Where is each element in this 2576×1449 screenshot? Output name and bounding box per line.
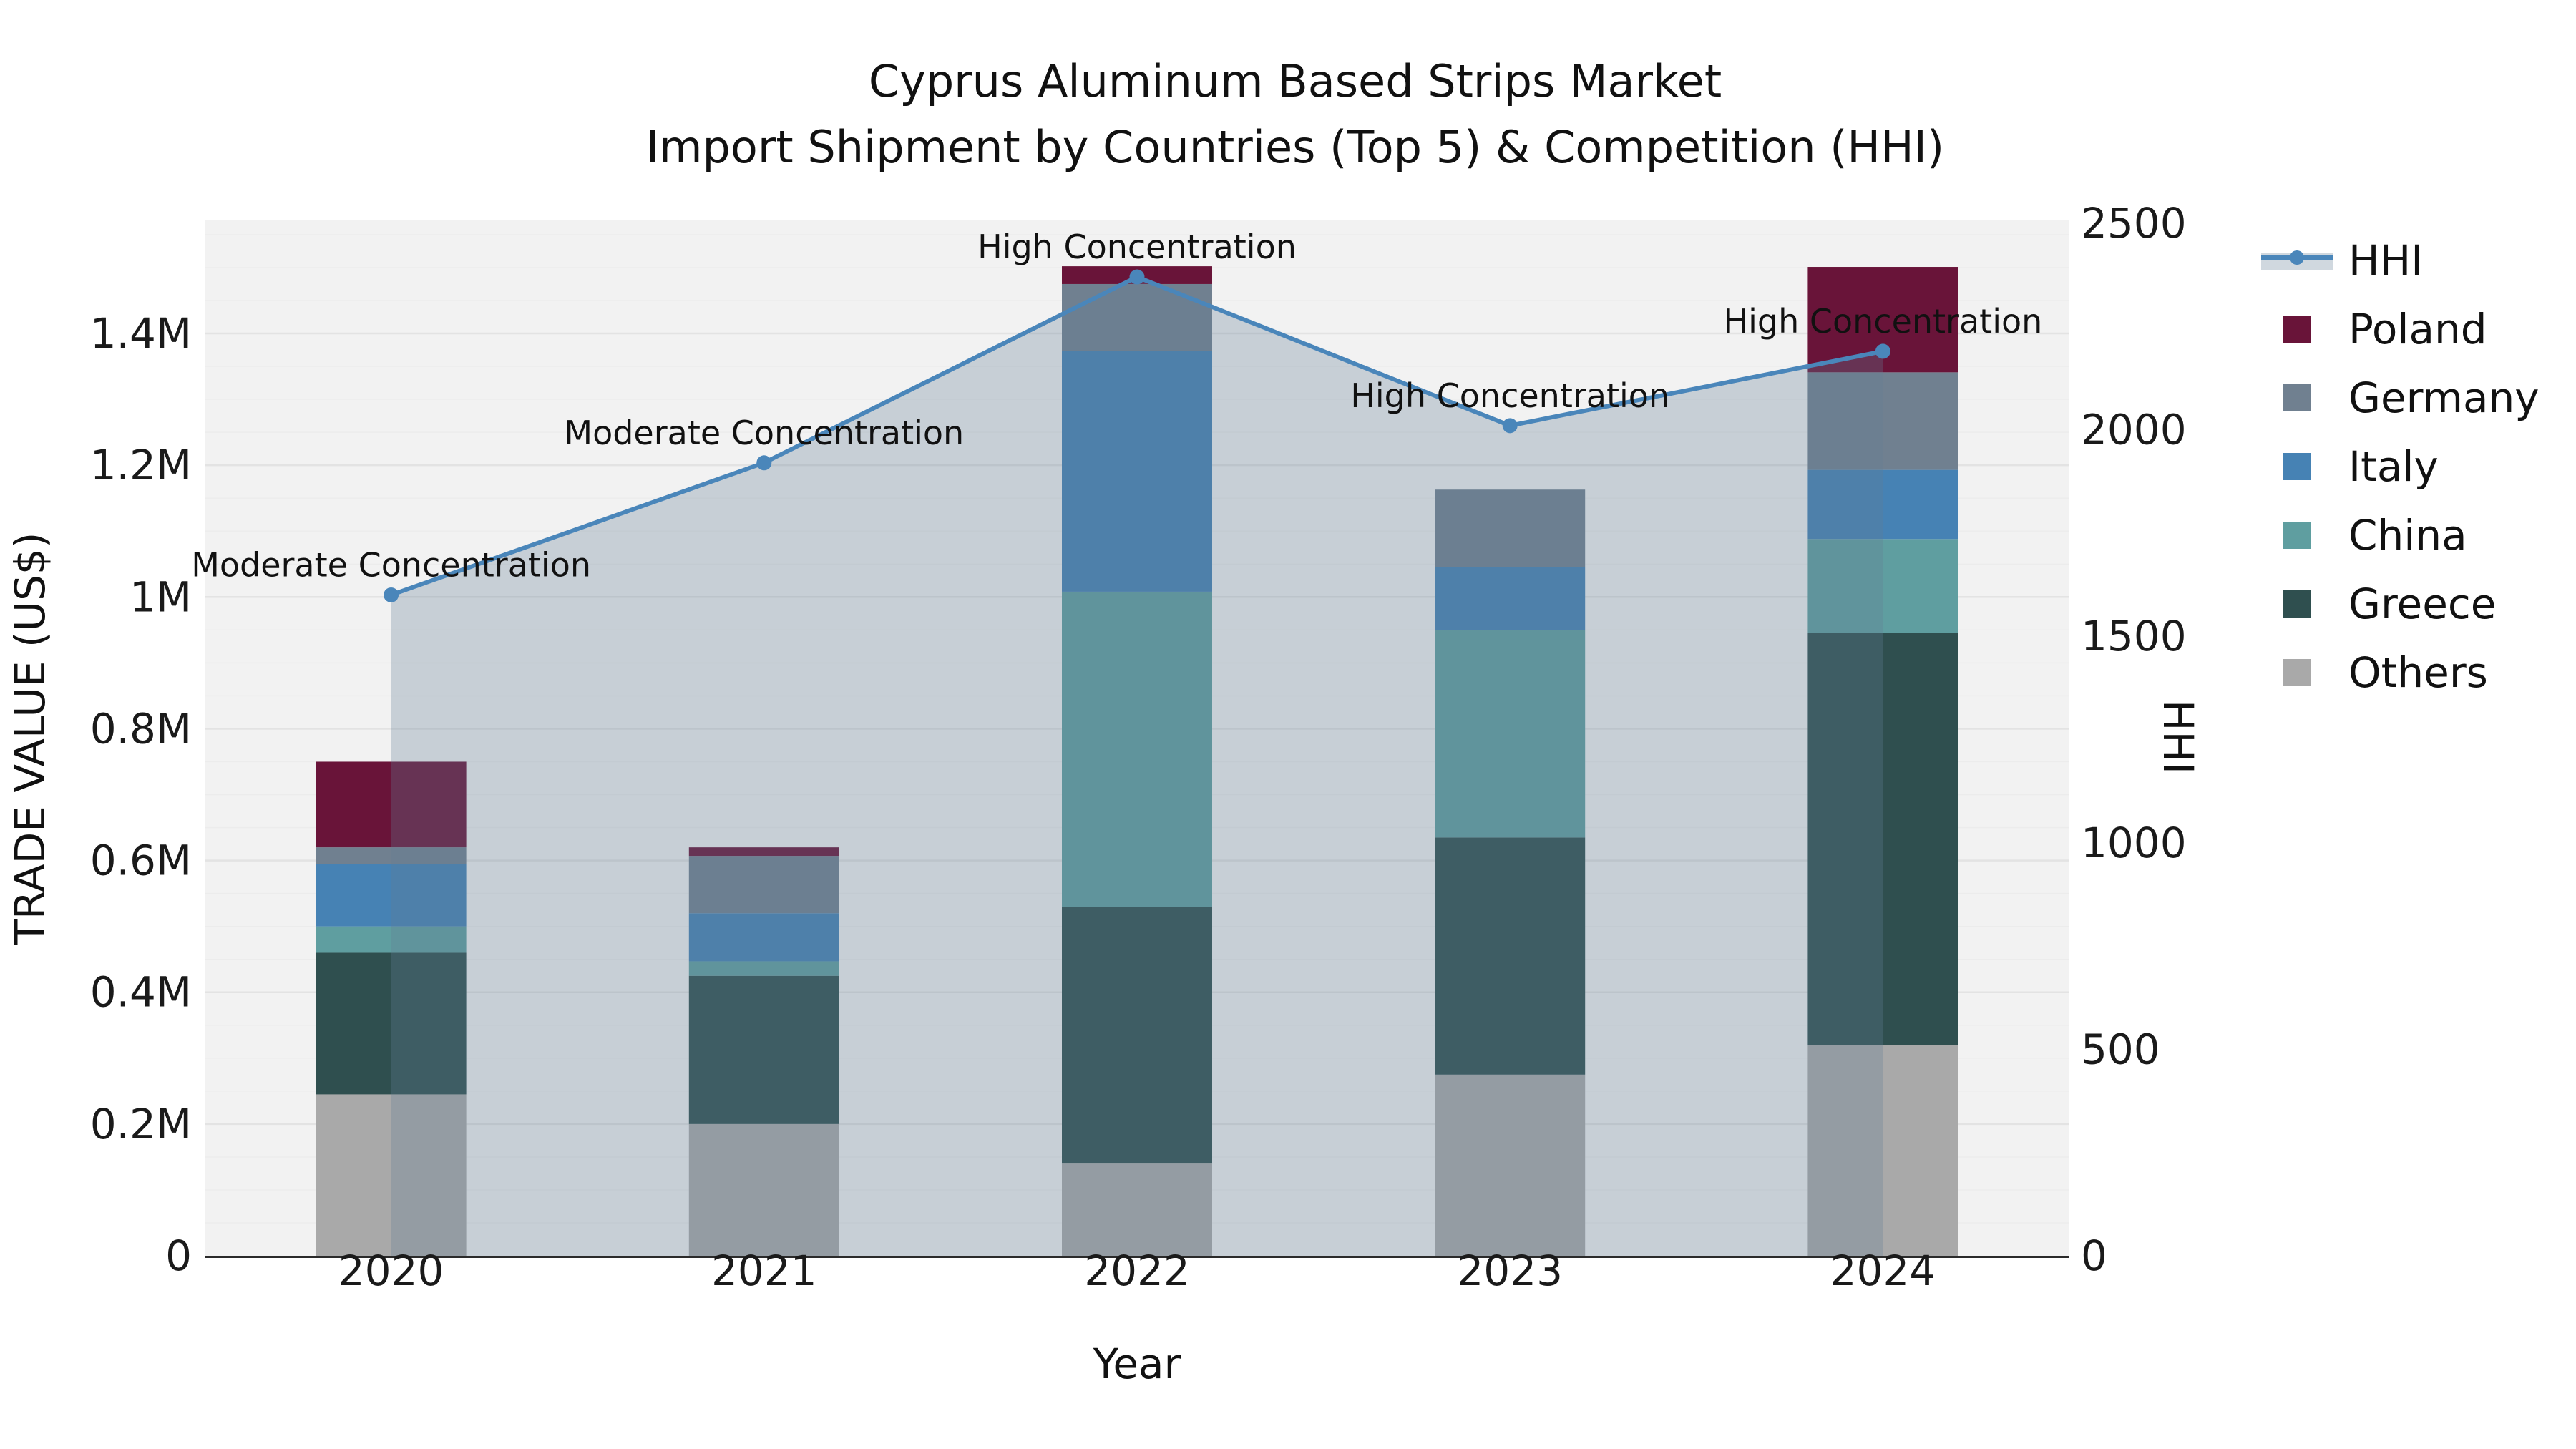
legend-item-china: China — [2261, 501, 2540, 570]
year-label-2022: 2022 — [1084, 1246, 1190, 1295]
bar-segment-greece-2022 — [1062, 907, 1212, 1164]
bar-segment-others-2022 — [1062, 1163, 1212, 1256]
legend-item-hhi: HHI — [2261, 226, 2540, 295]
left-tick-label: 0.8M — [90, 704, 192, 753]
year-label-2023: 2023 — [1457, 1246, 1563, 1295]
left-axis-title: TRADE VALUE (US$) — [6, 532, 54, 945]
color-swatch — [2283, 316, 2311, 343]
legend: HHI Poland Germany Italy China Greece Others — [2261, 226, 2540, 707]
legend-label: HHI — [2348, 236, 2424, 285]
year-label-2021: 2021 — [711, 1246, 817, 1295]
hhi-point-2022 — [1129, 269, 1145, 285]
left-tick-label: 1.4M — [90, 309, 192, 358]
color-swatch — [2283, 384, 2311, 411]
bar-segment-germany-2024 — [1807, 372, 1958, 470]
color-swatch — [2283, 590, 2311, 618]
bar-segment-china-2023 — [1435, 630, 1586, 838]
legend-item-germany: Germany — [2261, 364, 2540, 432]
legend-item-poland: Poland — [2261, 295, 2540, 364]
bar-segment-others-2023 — [1435, 1074, 1586, 1256]
right-axis-title: HHI — [2154, 699, 2202, 775]
left-tick-label: 0.4M — [90, 968, 192, 1017]
chart-title: Cyprus Aluminum Based Strips Market Impo… — [7, 49, 2576, 180]
chart-title-line1: Cyprus Aluminum Based Strips Market — [868, 55, 1722, 107]
bar-segment-greece-2021 — [688, 975, 839, 1124]
bar-segment-greece-2024 — [1807, 633, 1958, 1045]
bar-segment-germany-2020 — [316, 847, 467, 864]
bar-segment-germany-2021 — [688, 856, 839, 914]
right-tick-label: 0 — [2081, 1231, 2107, 1280]
hhi-legend-glyph — [2261, 250, 2333, 270]
bar-segment-poland-2021 — [688, 847, 839, 857]
hhi-point-2021 — [756, 455, 772, 471]
color-swatch — [2283, 522, 2311, 549]
legend-swatch-poland — [2261, 316, 2333, 343]
annotations: Moderate Concentration Moderate Concentra… — [191, 228, 2042, 584]
color-swatch — [2283, 659, 2311, 686]
legend-swatch-germany — [2261, 384, 2333, 411]
bar-segment-china-2020 — [316, 926, 467, 953]
legend-label: Italy — [2348, 442, 2439, 491]
year-label-2024: 2024 — [1830, 1246, 1936, 1295]
legend-item-italy: Italy — [2261, 432, 2540, 501]
hhi-point-2024 — [1875, 343, 1890, 359]
hhi-point-2020 — [384, 587, 399, 602]
bar-segment-others-2024 — [1807, 1045, 1958, 1256]
left-tick-label: 0.6M — [90, 836, 192, 885]
right-tick-labels: 0 500 1000 1500 2000 2500 — [2081, 199, 2187, 1280]
legend-label: Greece — [2348, 580, 2497, 628]
left-tick-label: 0.2M — [90, 1100, 192, 1148]
left-tick-label: 1.2M — [90, 441, 192, 489]
legend-label: Others — [2348, 648, 2488, 697]
bar-segment-others-2020 — [316, 1094, 467, 1256]
bar-segment-others-2021 — [688, 1123, 839, 1256]
bar-segment-china-2024 — [1807, 539, 1958, 633]
annotation-2023: High Concentration — [1350, 376, 1669, 415]
left-tick-label: 0 — [165, 1231, 192, 1280]
bar-segment-poland-2020 — [316, 761, 467, 848]
bars — [316, 266, 1958, 1256]
legend-item-others: Others — [2261, 638, 2540, 707]
right-tick-label: 2500 — [2081, 199, 2187, 248]
legend-item-greece: Greece — [2261, 570, 2540, 638]
legend-swatch-others — [2261, 659, 2333, 686]
legend-swatch-china — [2261, 522, 2333, 549]
bar-segment-china-2022 — [1062, 591, 1212, 907]
chart-title-line2: Import Shipment by Countries (Top 5) & C… — [645, 121, 1945, 173]
bar-segment-germany-2023 — [1435, 489, 1586, 567]
annotation-2021: Moderate Concentration — [564, 414, 964, 452]
bar-segment-italy-2023 — [1435, 567, 1586, 630]
legend-label: Poland — [2348, 305, 2487, 353]
legend-label: Germany — [2348, 374, 2540, 422]
bar-segment-italy-2024 — [1807, 469, 1958, 540]
right-tick-label: 1500 — [2081, 612, 2187, 660]
right-tick-label: 500 — [2081, 1025, 2160, 1073]
annotation-2022: High Concentration — [977, 228, 1297, 266]
left-tick-labels: 0 0.2M 0.4M 0.6M 0.8M 1M 1.2M 1.4M — [90, 309, 192, 1280]
hhi-point-2023 — [1502, 418, 1518, 434]
left-tick-label: 1M — [130, 572, 192, 621]
hhi-line-icon — [2261, 245, 2333, 276]
year-label-2020: 2020 — [338, 1246, 444, 1295]
legend-swatch-italy — [2261, 453, 2333, 480]
annotation-2020: Moderate Concentration — [191, 545, 591, 584]
legend-swatch-greece — [2261, 590, 2333, 618]
hhi-area-fill — [391, 277, 1883, 1256]
bar-segment-china-2021 — [688, 961, 839, 976]
x-axis-title: Year — [1093, 1340, 1181, 1388]
bar-segment-italy-2022 — [1062, 351, 1212, 592]
legend-label: China — [2348, 511, 2467, 560]
color-swatch — [2283, 453, 2311, 480]
right-tick-label: 1000 — [2081, 819, 2187, 867]
year-labels: 2020 2021 2022 2023 2024 — [338, 1246, 1936, 1295]
right-tick-label: 2000 — [2081, 406, 2187, 454]
annotation-2024: High Concentration — [1724, 302, 2043, 341]
bar-segment-italy-2020 — [316, 864, 467, 927]
bar-segment-italy-2021 — [688, 913, 839, 962]
bar-segment-greece-2023 — [1435, 837, 1586, 1075]
bar-segment-greece-2020 — [316, 952, 467, 1095]
